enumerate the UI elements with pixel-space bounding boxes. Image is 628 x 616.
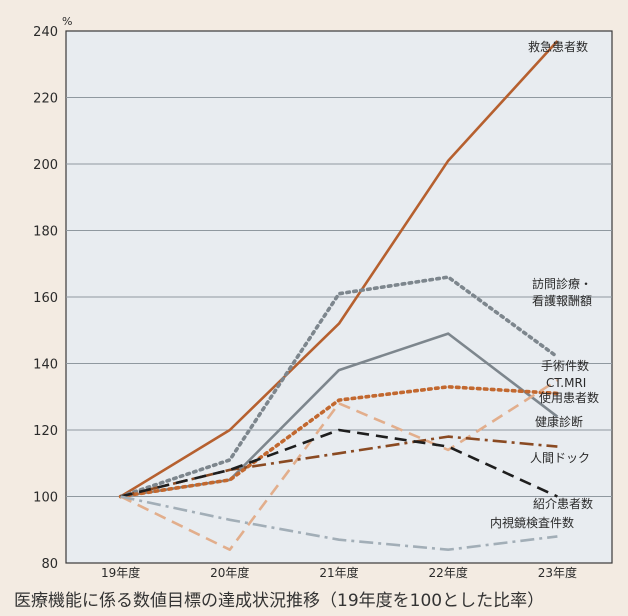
series-label: 人間ドック [530,451,590,465]
x-tick-label: 22年度 [429,565,468,580]
y-tick-label: 200 [33,158,58,173]
series-label: 看護報酬額 [532,293,592,308]
series-line [120,435,558,498]
y-tick-label: 240 [33,25,58,40]
series-label: 訪問診療・ [532,276,592,291]
y-tick-label: 120 [33,424,58,439]
series-label: 紹介患者数 [533,496,593,511]
y-tick-label: 140 [33,358,58,373]
series-line [118,384,560,499]
series-label: 救急患者数 [528,39,588,54]
x-tick-label: 20年度 [210,565,249,580]
series-label: CT.MRI [546,376,586,390]
chart-caption: 医療機能に係る数値目標の達成状況推移（19年度を100とした比率） [14,591,545,611]
series-label: 手術件数 [541,358,589,373]
series-line [120,495,558,552]
x-tick-label: 21年度 [319,565,358,580]
y-tick-label: 220 [33,92,58,107]
series-line [119,40,559,498]
series-line [118,275,560,499]
series-label: 使用患者数 [539,390,599,405]
y-tick-label: 80 [41,557,58,572]
y-unit-label: % [62,15,72,28]
y-tick-label: 100 [33,491,58,506]
series-line [120,379,559,552]
y-tick-label: 180 [33,225,58,240]
series-line [120,428,558,498]
x-tick-label: 19年度 [101,565,140,580]
x-tick-label: 23年度 [538,565,577,580]
y-tick-label: 160 [33,291,58,306]
series-label: 健康診断 [535,414,583,429]
series-label: 内視鏡検査件数 [490,515,574,530]
